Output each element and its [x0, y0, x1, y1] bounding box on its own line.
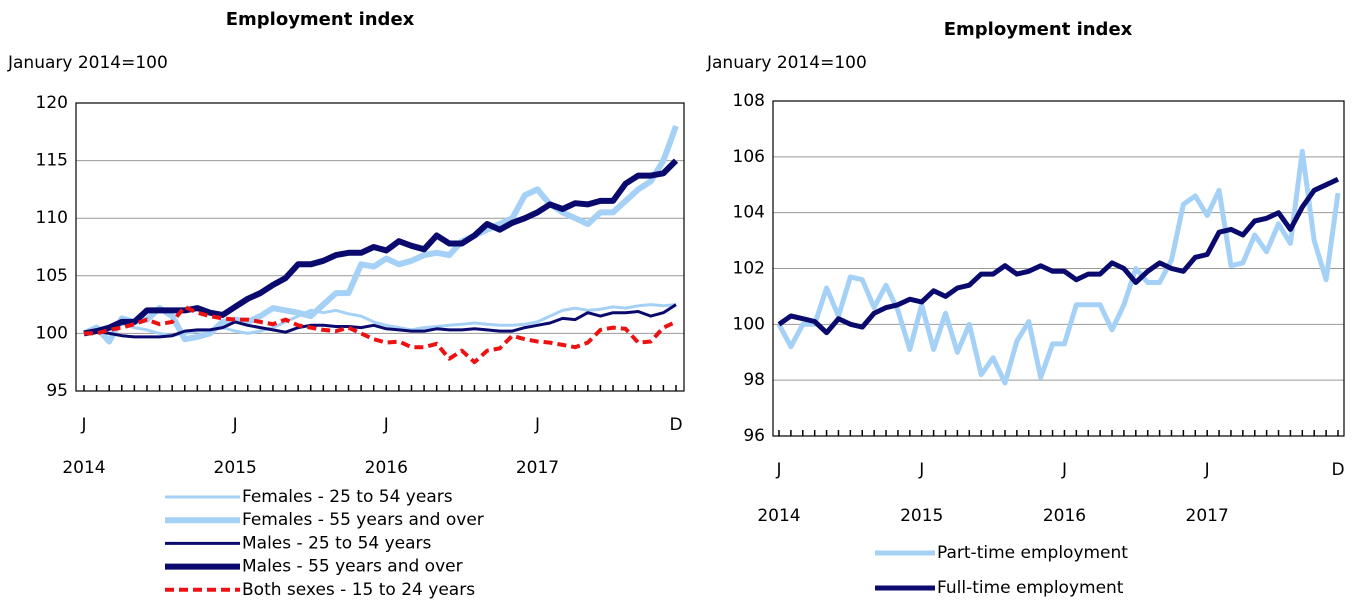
x-group-label: 2014 — [62, 458, 105, 478]
series-line — [82, 124, 679, 345]
legend-label: Females - 55 years and over — [242, 510, 484, 530]
y-tick-label: 100 — [733, 314, 765, 334]
y-tick-label: 120 — [36, 93, 68, 113]
y-tick-label: 98 — [743, 370, 765, 390]
y-tick-label: 106 — [733, 147, 765, 167]
x-group-label: 2015 — [214, 458, 257, 478]
y-tick-label: 105 — [36, 266, 68, 286]
y-tick-label: 100 — [36, 323, 68, 343]
series-line — [84, 304, 677, 365]
x-tick-label: J — [232, 415, 238, 435]
legend-label: Both sexes - 15 to 24 years — [242, 580, 475, 600]
chart-title: Employment index — [944, 19, 1133, 40]
legend-label: Females - 25 to 54 years — [242, 487, 453, 507]
x-group-label: 2016 — [365, 458, 408, 478]
chart-title: Employment index — [226, 9, 415, 30]
plot-frame — [75, 102, 685, 392]
legend-label: Males - 25 to 54 years — [242, 533, 432, 553]
series-line — [777, 176, 1340, 336]
x-tick-label: J — [383, 415, 389, 435]
y-tick-label: 104 — [733, 203, 765, 223]
x-tick-label: J — [775, 460, 781, 480]
x-group-label: 2014 — [757, 506, 800, 526]
series-line — [83, 303, 677, 339]
legend-label: Full-time employment — [937, 578, 1124, 598]
plot-frame — [772, 100, 1345, 437]
x-tick-label: J — [1204, 460, 1210, 480]
x-tick-label: J — [80, 415, 86, 435]
x-group-label: 2016 — [1043, 506, 1086, 526]
y-tick-label: 115 — [36, 151, 68, 171]
y-axis-label: January 2014=100 — [706, 53, 867, 73]
x-tick-label: J — [1061, 460, 1067, 480]
y-tick-label: 110 — [36, 208, 68, 228]
series-line — [776, 148, 1341, 386]
legend-label: Males - 55 years and over — [242, 557, 463, 577]
y-tick-label: 102 — [733, 259, 765, 279]
y-axis-label: January 2014=100 — [7, 53, 168, 73]
x-group-label: 2017 — [516, 458, 559, 478]
y-tick-label: 95 — [46, 381, 68, 401]
y-tick-label: 108 — [733, 91, 765, 111]
x-tick-label: J — [918, 460, 924, 480]
x-group-label: 2015 — [900, 506, 943, 526]
legend-label: Part-time employment — [937, 543, 1128, 563]
x-tick-label: J — [534, 415, 540, 435]
x-group-label: 2017 — [1186, 506, 1229, 526]
y-tick-label: 96 — [743, 426, 765, 446]
x-tick-label: D — [669, 415, 682, 435]
series-line — [83, 158, 679, 337]
x-tick-label: D — [1331, 460, 1344, 480]
